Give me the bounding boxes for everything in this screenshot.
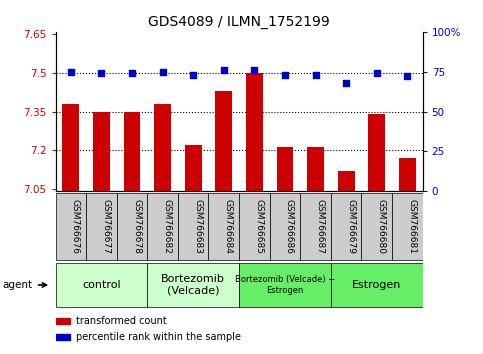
- Point: [189, 72, 197, 78]
- Point: [67, 69, 75, 75]
- Text: transformed count: transformed count: [76, 316, 167, 326]
- Text: GSM766683: GSM766683: [193, 199, 202, 254]
- FancyBboxPatch shape: [239, 263, 331, 307]
- Bar: [62, 104, 79, 191]
- Bar: [307, 148, 324, 191]
- Point: [220, 67, 227, 73]
- Bar: [93, 112, 110, 191]
- FancyBboxPatch shape: [209, 193, 239, 260]
- FancyBboxPatch shape: [56, 263, 147, 307]
- FancyBboxPatch shape: [86, 193, 117, 260]
- Bar: [56, 318, 70, 324]
- FancyBboxPatch shape: [331, 193, 361, 260]
- Bar: [215, 91, 232, 191]
- Bar: [185, 145, 201, 191]
- Text: GSM766681: GSM766681: [407, 199, 416, 254]
- Bar: [246, 73, 263, 191]
- Point: [98, 70, 105, 76]
- Point: [128, 70, 136, 76]
- Point: [251, 67, 258, 73]
- Point: [281, 72, 289, 78]
- FancyBboxPatch shape: [270, 193, 300, 260]
- FancyBboxPatch shape: [147, 263, 239, 307]
- Text: Estrogen: Estrogen: [352, 280, 401, 290]
- Text: GSM766687: GSM766687: [315, 199, 325, 254]
- Point: [159, 69, 167, 75]
- Text: GSM766680: GSM766680: [377, 199, 386, 254]
- FancyBboxPatch shape: [392, 193, 423, 260]
- Text: GSM766676: GSM766676: [71, 199, 80, 254]
- FancyBboxPatch shape: [117, 193, 147, 260]
- Point: [373, 70, 381, 76]
- Bar: [369, 114, 385, 191]
- Text: percentile rank within the sample: percentile rank within the sample: [76, 332, 241, 342]
- Text: GSM766679: GSM766679: [346, 199, 355, 254]
- Text: GSM766685: GSM766685: [255, 199, 263, 254]
- Point: [312, 72, 319, 78]
- Point: [403, 74, 411, 79]
- FancyBboxPatch shape: [178, 193, 209, 260]
- Text: GSM766684: GSM766684: [224, 199, 233, 254]
- Text: GSM766677: GSM766677: [101, 199, 111, 254]
- Bar: [277, 148, 293, 191]
- Text: GSM766682: GSM766682: [163, 199, 171, 254]
- Text: Bortezomib (Velcade) +
Estrogen: Bortezomib (Velcade) + Estrogen: [235, 275, 335, 295]
- Text: GSM766686: GSM766686: [285, 199, 294, 254]
- Bar: [124, 112, 141, 191]
- FancyBboxPatch shape: [361, 193, 392, 260]
- Bar: [399, 158, 416, 191]
- Text: agent: agent: [3, 280, 46, 290]
- FancyBboxPatch shape: [300, 193, 331, 260]
- Text: GSM766678: GSM766678: [132, 199, 141, 254]
- FancyBboxPatch shape: [147, 193, 178, 260]
- Text: Bortezomib
(Velcade): Bortezomib (Velcade): [161, 274, 225, 296]
- FancyBboxPatch shape: [239, 193, 270, 260]
- Point: [342, 80, 350, 86]
- Text: control: control: [82, 280, 121, 290]
- Title: GDS4089 / ILMN_1752199: GDS4089 / ILMN_1752199: [148, 16, 330, 29]
- FancyBboxPatch shape: [331, 263, 423, 307]
- Bar: [154, 104, 171, 191]
- Bar: [338, 171, 355, 191]
- FancyBboxPatch shape: [56, 193, 86, 260]
- Bar: [56, 334, 70, 340]
